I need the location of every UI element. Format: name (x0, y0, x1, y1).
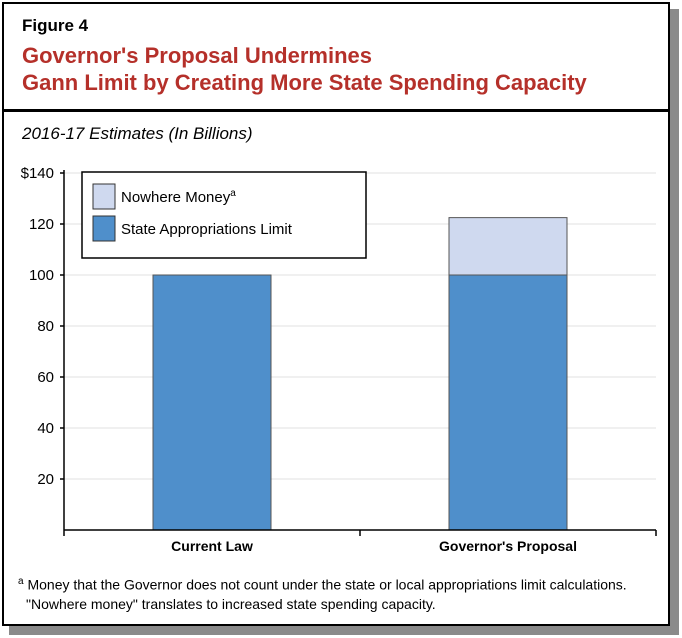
footnote-line-1: Money that the Governor does not count u… (27, 576, 627, 593)
y-tick-label: 60 (37, 369, 54, 386)
legend-swatch (92, 215, 116, 242)
footnote-line-2: "Nowhere money" translates to increased … (26, 595, 436, 612)
title-line-1: Governor's Proposal Undermines (22, 43, 372, 68)
footnote-marker: a (18, 576, 24, 587)
x-tick-label: Governor's Proposal (439, 538, 577, 554)
y-tick-label: $140 (21, 165, 54, 182)
footnote: a Money that the Governor does not count… (18, 572, 627, 614)
title-divider (4, 109, 668, 112)
legend-label: Nowhere Moneya (121, 188, 236, 206)
legend-label: State Appropriations Limit (121, 221, 293, 238)
figure-label: Figure 4 (22, 16, 89, 35)
x-tick-label: Current Law (171, 538, 253, 554)
title-line-2: Gann Limit by Creating More State Spendi… (22, 70, 587, 95)
y-tick-label: 80 (37, 318, 54, 335)
y-tick-label: 120 (29, 216, 54, 233)
bar-nowhere-money (448, 217, 568, 276)
bar-state-appropriations-limit (448, 274, 568, 531)
y-tick-label: 100 (29, 267, 54, 284)
y-tick-label: 20 (37, 471, 54, 488)
chart-title: Governor's Proposal Undermines Gann Limi… (22, 42, 587, 96)
legend-box (81, 171, 367, 259)
legend-superscript: a (230, 188, 236, 199)
chart-subtitle: 2016-17 Estimates (In Billions) (22, 124, 253, 143)
legend-swatch (92, 183, 116, 210)
bar-state-appropriations-limit (152, 274, 272, 531)
y-tick-label: 40 (37, 420, 54, 437)
